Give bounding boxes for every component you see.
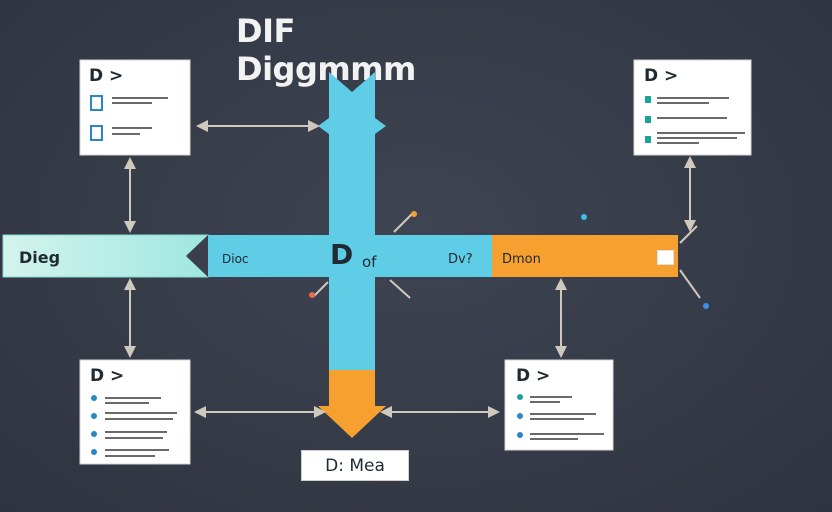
decor-dot <box>703 303 709 309</box>
text-line-placeholder <box>105 412 177 414</box>
text-line-placeholder <box>657 97 729 99</box>
text-line-placeholder <box>112 97 168 99</box>
left-bar-label: Dieg <box>19 248 61 267</box>
decor-dot <box>581 214 587 220</box>
text-line-placeholder <box>657 137 737 139</box>
orange-bar-label: Dmon <box>502 252 541 267</box>
decor-diagonal <box>389 279 411 299</box>
text-line-placeholder <box>105 449 169 451</box>
text-line-placeholder <box>657 117 727 119</box>
orange-bar <box>492 235 678 277</box>
left-bar-notch <box>186 235 208 277</box>
text-line-placeholder <box>530 413 596 415</box>
arrowhead <box>314 406 326 418</box>
arrowhead <box>124 346 136 358</box>
text-line-placeholder <box>105 397 161 399</box>
text-line-placeholder <box>112 102 152 104</box>
text-line-placeholder <box>530 396 572 398</box>
center-label-d: D <box>330 238 354 271</box>
text-line-placeholder <box>530 433 604 435</box>
arrowhead <box>194 406 206 418</box>
arrowhead <box>196 120 208 132</box>
decor-dot <box>309 292 315 298</box>
teal-bullet-icon <box>645 96 651 103</box>
card-top-left-title: D > <box>89 66 124 86</box>
arrowhead <box>124 221 136 233</box>
text-line-placeholder <box>112 127 152 129</box>
card-bottom-left-title: D > <box>90 366 125 386</box>
arrowhead <box>124 278 136 290</box>
decor-diagonal <box>679 225 698 244</box>
card-bottom-right-title: D > <box>516 366 551 386</box>
vertical-bar-arrowhead <box>318 406 386 438</box>
blue-bullet-icon <box>91 413 97 419</box>
arrowhead <box>380 406 392 418</box>
blue-bullet-icon <box>91 449 97 455</box>
orange-bar-square <box>657 250 674 265</box>
arrowhead <box>684 220 696 232</box>
vertical-bar-orange <box>329 370 375 406</box>
teal-bullet-icon <box>517 394 523 400</box>
text-line-placeholder <box>530 401 560 403</box>
vertical-bar <box>329 118 375 370</box>
center-bar-right-label: Dv? <box>448 252 473 267</box>
text-line-placeholder <box>657 102 709 104</box>
text-line-placeholder <box>105 418 173 420</box>
blue-bullet-icon <box>91 395 97 401</box>
page-title: DIF Diggmmm <box>236 12 416 88</box>
text-line-placeholder <box>530 438 578 440</box>
center-bar-left-label: Dioc <box>222 252 249 266</box>
checkbox-icon <box>90 95 103 111</box>
decor-dot <box>411 211 417 217</box>
center-label-of: of <box>362 253 377 271</box>
blue-bullet-icon <box>517 432 523 438</box>
text-line-placeholder <box>105 431 167 433</box>
arrowhead <box>124 157 136 169</box>
arrowhead <box>555 278 567 290</box>
blue-bullet-icon <box>91 431 97 437</box>
blue-bullet-icon <box>517 413 523 419</box>
card-top-right-title: D > <box>644 66 679 86</box>
decor-diagonal <box>679 269 701 299</box>
decor-diagonal <box>393 211 415 233</box>
left-bar <box>2 234 209 278</box>
teal-bullet-icon <box>645 116 651 123</box>
text-line-placeholder <box>657 142 699 144</box>
text-line-placeholder <box>105 437 163 439</box>
text-line-placeholder <box>530 418 584 420</box>
text-line-placeholder <box>112 133 140 135</box>
arrowhead <box>555 346 567 358</box>
decor-diagonal <box>313 281 329 297</box>
caption-box: D: Mea <box>301 450 409 481</box>
arrowhead <box>308 120 320 132</box>
text-line-placeholder <box>657 132 745 134</box>
teal-bullet-icon <box>645 136 651 143</box>
arrowhead <box>488 406 500 418</box>
vertical-bar-top <box>318 72 386 134</box>
text-line-placeholder <box>105 402 149 404</box>
checkbox-icon <box>90 125 103 141</box>
card-top-right <box>633 59 752 156</box>
text-line-placeholder <box>105 455 155 457</box>
arrowhead <box>684 156 696 168</box>
